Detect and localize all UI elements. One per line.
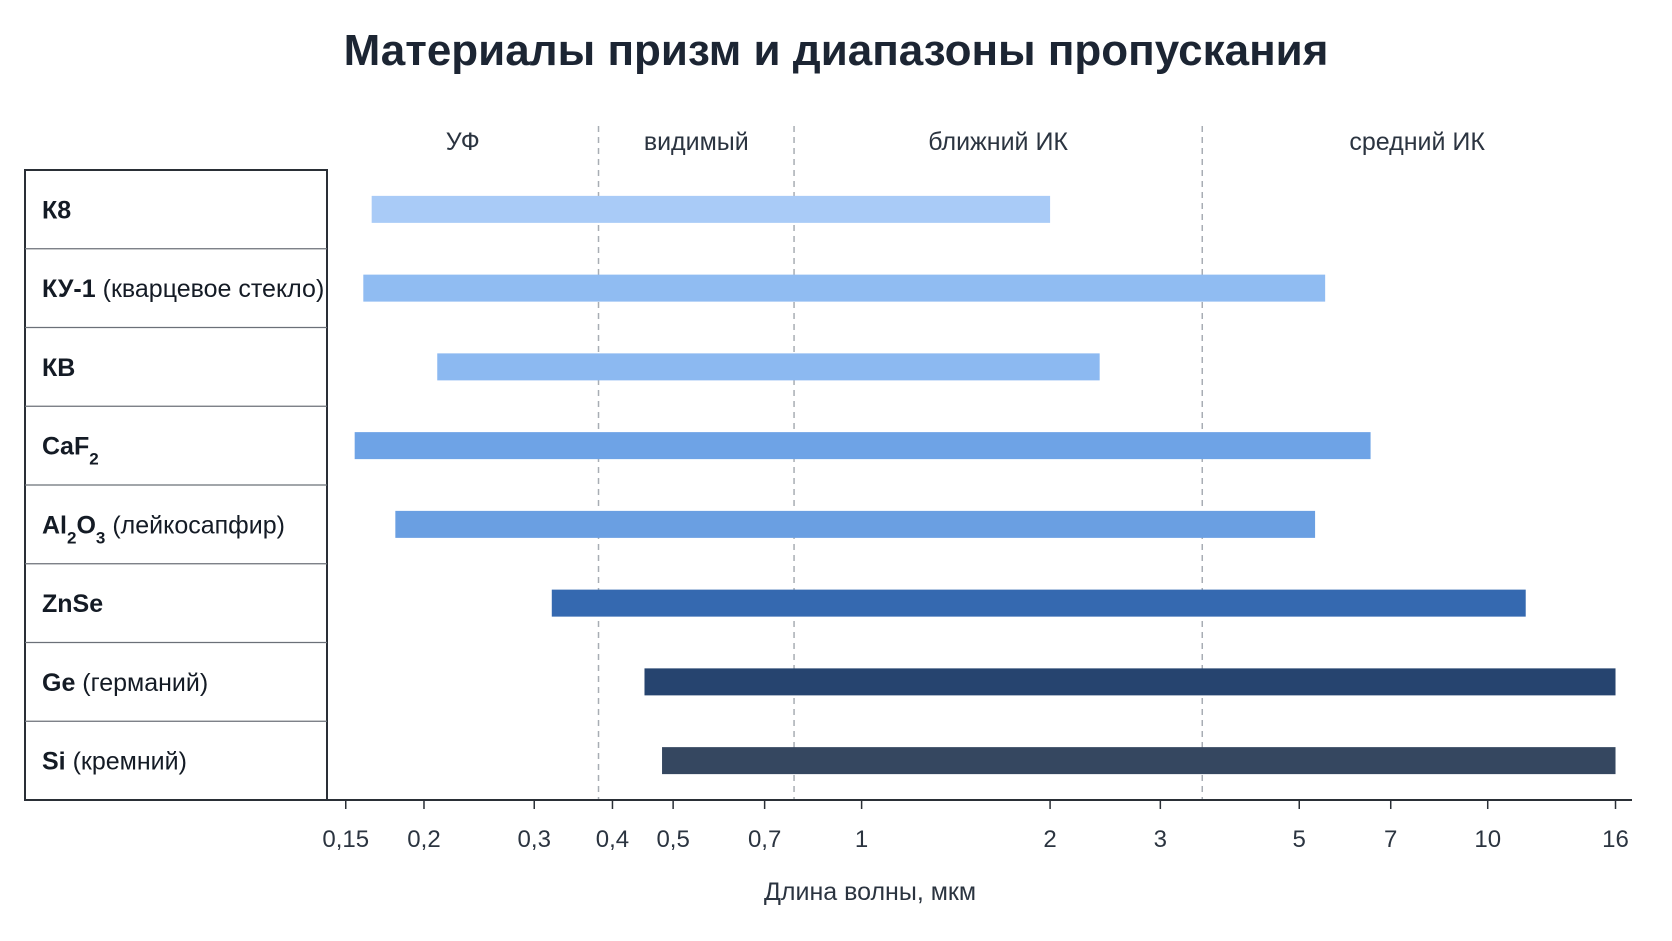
x-tick-label: 2 xyxy=(1043,826,1056,853)
bar-7 xyxy=(644,668,1616,696)
row-label-part: (кремний) xyxy=(66,748,187,776)
bar-5 xyxy=(395,510,1316,538)
row-label-part: ZnSe xyxy=(42,590,103,618)
chart-title: Материалы призм и диапазоны пропускания xyxy=(344,26,1329,75)
row-label-part: К8 xyxy=(42,196,71,224)
row-label-subscript: 2 xyxy=(67,528,76,547)
row-label: КВ xyxy=(42,354,75,382)
x-tick-label: 3 xyxy=(1154,826,1167,853)
row-label: К8 xyxy=(42,196,71,224)
bar-6 xyxy=(551,589,1526,617)
row-label: КУ-1 (кварцевое стекло) xyxy=(42,275,324,303)
row-label-part: O xyxy=(76,511,95,539)
row-label-part: КУ-1 xyxy=(42,275,96,303)
row-label-part: КВ xyxy=(42,354,75,382)
row-label: Al2O3 (лейкосапфир) xyxy=(42,511,285,547)
row-label: ZnSe xyxy=(42,590,103,618)
region-label: УФ xyxy=(446,128,480,156)
row-label-part: (германий) xyxy=(75,669,208,697)
row-label-part: Si xyxy=(42,748,66,776)
region-label: ближний ИК xyxy=(928,128,1068,156)
row-label: Si (кремний) xyxy=(42,748,187,776)
region-labels: УФ видимый ближний ИК средний ИК xyxy=(446,128,1486,156)
x-tick-label: 7 xyxy=(1384,826,1397,853)
bar-4 xyxy=(354,432,1371,460)
bar-8 xyxy=(662,747,1616,775)
row-label: CaF2 xyxy=(42,433,99,469)
x-tick-label: 0,4 xyxy=(596,826,629,853)
x-tick-label: 0,3 xyxy=(518,826,551,853)
region-dividers xyxy=(597,126,1204,800)
x-tick-label: 0,7 xyxy=(748,826,781,853)
row-label: Ge (германий) xyxy=(42,669,208,697)
x-axis: 0,15 0,2 0,3 0,4 0,5 0,7 1 2 3 5 7 10 16 xyxy=(322,799,1632,853)
x-axis-label: Длина волны, мкм xyxy=(764,878,976,906)
region-label: видимый xyxy=(644,128,749,156)
row-label-part: (лейкосапфир) xyxy=(105,511,285,539)
bar-2 xyxy=(363,274,1326,302)
region-label: средний ИК xyxy=(1349,128,1485,156)
x-tick-label: 5 xyxy=(1293,826,1306,853)
row-label-subscript: 2 xyxy=(89,449,98,468)
x-tick-label: 10 xyxy=(1474,826,1501,853)
transmission-bars xyxy=(354,195,1616,775)
x-tick-label: 0,2 xyxy=(407,826,440,853)
bar-1 xyxy=(371,195,1051,223)
row-label-subscript: 3 xyxy=(96,528,105,547)
row-label-part: (кварцевое стекло) xyxy=(96,275,325,303)
row-label-part: Al xyxy=(42,511,67,539)
bar-3 xyxy=(437,353,1100,381)
x-tick-label: 0,15 xyxy=(322,826,369,853)
x-tick-label: 0,5 xyxy=(656,826,689,853)
row-label-part: Ge xyxy=(42,669,75,697)
x-tick-label: 1 xyxy=(855,826,868,853)
row-label-part: CaF xyxy=(42,433,89,461)
x-tick-label: 16 xyxy=(1602,826,1629,853)
